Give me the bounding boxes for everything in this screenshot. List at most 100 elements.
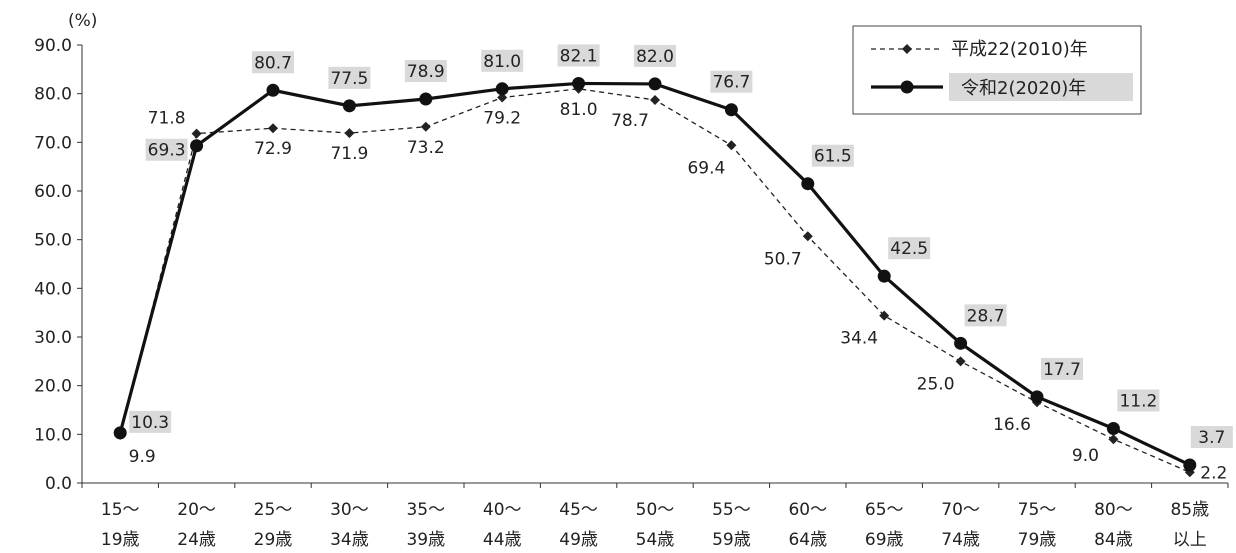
data-label-2010: 71.9 xyxy=(330,144,368,164)
data-label-box-2020 xyxy=(557,44,600,67)
data-point-2010 xyxy=(802,231,813,242)
data-label-box-2020 xyxy=(888,237,931,260)
data-point-2020 xyxy=(419,92,433,106)
y-tick-label: 70.0 xyxy=(34,133,72,153)
x-tick-label: 65〜 xyxy=(865,500,904,520)
data-point-2020 xyxy=(113,426,127,440)
data-label-2020: 17.7 xyxy=(1043,360,1081,380)
x-tick-label: 55〜 xyxy=(712,500,751,520)
data-label-box-2020 xyxy=(811,144,854,167)
y-tick-label: 20.0 xyxy=(34,377,72,397)
data-point-2010 xyxy=(268,123,278,134)
data-label-2020: 69.3 xyxy=(148,141,186,161)
data-point-2020 xyxy=(572,76,586,90)
legend-label-box-2020 xyxy=(949,73,1133,101)
data-label-box-2020 xyxy=(1190,425,1233,448)
x-tick-label: 80〜 xyxy=(1094,500,1133,520)
data-point-2010 xyxy=(1108,434,1119,445)
data-point-2020 xyxy=(266,83,280,97)
data-label-2010: 9.0 xyxy=(1072,446,1099,466)
data-label-2010: 73.2 xyxy=(407,138,445,158)
x-tick-label: 79歳 xyxy=(1018,530,1057,550)
data-point-2010 xyxy=(497,92,508,103)
x-tick-label: 15〜 xyxy=(101,500,140,520)
x-tick-label: 60〜 xyxy=(788,500,827,520)
series-2020 xyxy=(113,76,1197,472)
x-tick-label: 35〜 xyxy=(406,500,445,520)
data-point-2020 xyxy=(1106,421,1120,435)
data-point-2020 xyxy=(648,77,662,91)
data-label-2010: 81.0 xyxy=(560,100,598,120)
x-tick-label: 69歳 xyxy=(865,530,904,550)
data-label-2010: 71.8 xyxy=(148,109,186,129)
data-point-2010 xyxy=(191,128,202,139)
legend-label-2020: 令和2(2020)年 xyxy=(961,78,1086,99)
x-tick-label: 30〜 xyxy=(330,500,369,520)
data-label-box-2020 xyxy=(404,60,447,83)
data-label-box-2020 xyxy=(129,410,172,433)
y-tick-label: 60.0 xyxy=(34,182,72,202)
data-point-2020 xyxy=(495,82,509,96)
data-label-2020: 77.5 xyxy=(330,69,368,89)
x-tick-label: 29歳 xyxy=(254,530,293,550)
y-tick-label: 40.0 xyxy=(34,279,72,299)
x-tick-label: 以上 xyxy=(1173,530,1207,550)
data-point-2020 xyxy=(801,177,815,191)
y-tick-label: 50.0 xyxy=(34,231,72,251)
y-tick-label: 80.0 xyxy=(34,85,72,105)
x-tick-label: 49歳 xyxy=(559,530,598,550)
data-label-box-2020 xyxy=(710,70,753,93)
legend-marker-2010 xyxy=(902,44,912,54)
data-label-2020: 82.0 xyxy=(636,47,674,67)
data-label-2020: 82.1 xyxy=(560,46,598,66)
data-label-2020: 76.7 xyxy=(712,73,750,93)
data-label-box-2020 xyxy=(252,51,294,74)
data-label-2020: 81.0 xyxy=(483,52,521,72)
x-tick-label: 25〜 xyxy=(254,500,293,520)
y-tick-label: 30.0 xyxy=(34,328,72,348)
data-label-2020: 10.3 xyxy=(131,413,169,433)
data-label-box-2020 xyxy=(328,66,371,89)
data-point-2010 xyxy=(879,310,890,321)
data-label-2010: 9.9 xyxy=(129,447,156,467)
data-label-2010: 78.7 xyxy=(611,111,649,131)
data-point-2010 xyxy=(344,128,355,139)
x-tick-label: 19歳 xyxy=(101,530,140,550)
data-label-2020: 42.5 xyxy=(890,239,928,259)
data-label-2020: 61.5 xyxy=(814,147,852,167)
legend-label-2010: 平成22(2010)年 xyxy=(951,39,1088,60)
x-tick-label: 50〜 xyxy=(636,500,675,520)
data-point-2020 xyxy=(1030,390,1044,404)
x-tick-label: 20〜 xyxy=(177,500,216,520)
data-point-2020 xyxy=(1183,458,1197,472)
data-point-2020 xyxy=(724,103,738,117)
x-tick-label: 59歳 xyxy=(712,530,751,550)
data-point-2010 xyxy=(420,121,431,132)
axes: 0.0 10.0 20.0 30.0 40.0 50.0 60.0 70.0 80.0 90.0 (… xyxy=(34,11,1229,550)
data-point-2020 xyxy=(877,269,891,283)
x-tick-label: 74歳 xyxy=(941,530,980,550)
x-tick-label: 40〜 xyxy=(483,500,522,520)
y-tick-label: 10.0 xyxy=(34,425,72,445)
data-label-2020: 11.2 xyxy=(1119,391,1157,411)
y-unit-label: (%) xyxy=(68,11,97,31)
data-label-box-2020 xyxy=(634,44,676,67)
data-point-2010 xyxy=(955,356,966,367)
data-label-box-2020 xyxy=(1117,389,1160,412)
x-tick-label: 75〜 xyxy=(1018,500,1057,520)
data-point-2020 xyxy=(190,139,204,153)
x-tick-label: 44歳 xyxy=(483,530,522,550)
data-point-2020 xyxy=(342,99,356,113)
data-label-2020: 78.9 xyxy=(407,62,445,82)
y-tick-label: 0.0 xyxy=(45,474,72,494)
data-label-2010: 50.7 xyxy=(764,249,802,269)
x-tick-label: 45〜 xyxy=(559,500,598,520)
x-tick-label: 39歳 xyxy=(406,530,445,550)
y-tick-label: 90.0 xyxy=(34,36,72,56)
data-point-2020 xyxy=(954,336,968,350)
data-point-2010 xyxy=(650,94,660,105)
x-tick-label: 85歳 xyxy=(1170,500,1209,520)
data-label-2010: 69.4 xyxy=(687,158,725,178)
x-tick-label: 34歳 xyxy=(330,530,369,550)
